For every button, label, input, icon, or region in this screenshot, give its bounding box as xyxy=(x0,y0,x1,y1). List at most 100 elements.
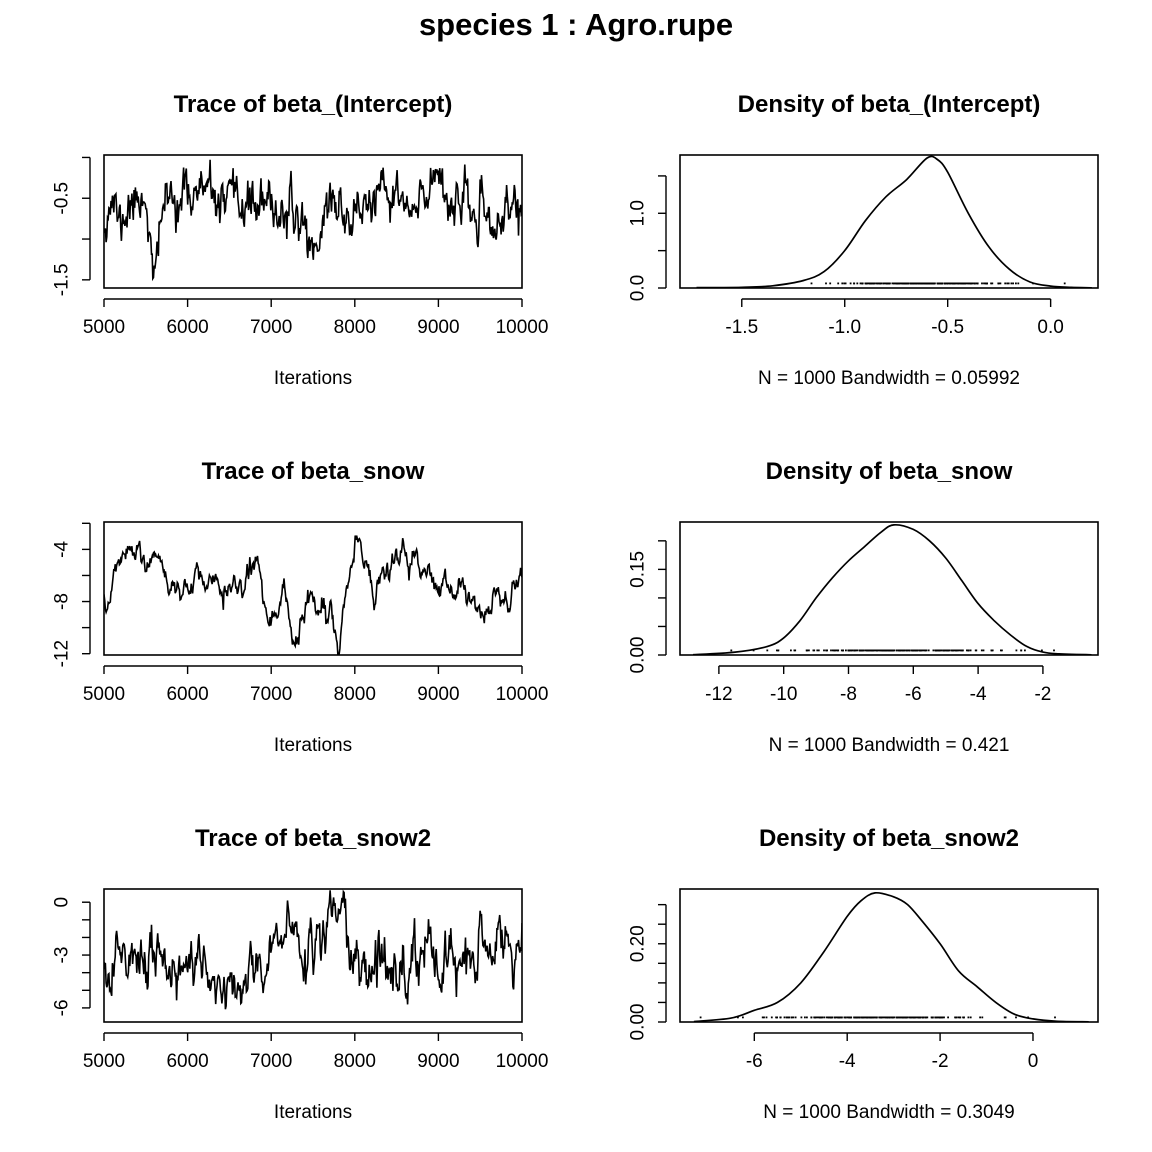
rug-mark xyxy=(899,282,902,285)
panel-trace-4: Trace of beta_snow2 5000 6000 7000 8000 9000 1… xyxy=(52,825,549,1123)
rug-mark xyxy=(861,282,864,285)
rug-mark xyxy=(875,282,878,285)
rug-mark xyxy=(893,282,895,285)
x-tick-label: 8000 xyxy=(334,684,376,705)
rug-mark xyxy=(839,1016,842,1019)
rug-mark xyxy=(917,282,920,285)
rug-mark xyxy=(908,649,911,652)
rug-mark xyxy=(892,649,895,652)
rug-mark xyxy=(879,1016,881,1019)
rug-mark xyxy=(830,649,832,652)
y-tick-label: -3 xyxy=(52,947,73,964)
rug-mark xyxy=(913,649,915,652)
rug-mark xyxy=(871,649,874,652)
rug-mark xyxy=(889,282,891,285)
rug-mark xyxy=(1063,282,1066,285)
rug-mark xyxy=(881,1016,884,1019)
rug-mark xyxy=(829,282,832,285)
rug-mark xyxy=(1054,1016,1056,1019)
rug-mark xyxy=(859,282,862,285)
rug-mark xyxy=(944,649,946,652)
rug-mark xyxy=(877,282,880,285)
panel-density-5: Density of beta_snow2 -6 -4 -2 0 0.00 0.20 N = … xyxy=(628,825,1099,1123)
rug-mark xyxy=(820,1016,822,1019)
rug-mark xyxy=(910,649,913,652)
rug-mark xyxy=(909,1016,912,1019)
rug-mark xyxy=(825,282,827,285)
rug-mark xyxy=(830,1016,833,1019)
rug-mark xyxy=(925,1016,928,1019)
x-tick-label: 6000 xyxy=(166,1051,208,1072)
rug-mark xyxy=(825,649,827,652)
rug-mark xyxy=(872,1016,875,1019)
rug-mark xyxy=(813,1016,816,1019)
rug-mark xyxy=(859,649,862,652)
rug-mark xyxy=(946,282,949,285)
rug-mark xyxy=(997,282,1000,285)
rug-mark xyxy=(816,1016,819,1019)
rug-mark xyxy=(890,649,892,652)
rug-mark xyxy=(853,1016,856,1019)
panel-density-3: Density of beta_snow -12 -10 -8 -6 -4 -2 0.00 0.… xyxy=(628,458,1099,756)
rug-mark xyxy=(840,1016,843,1019)
x-tick-label: 6000 xyxy=(166,317,208,338)
rug-mark xyxy=(699,1016,702,1019)
rug-mark xyxy=(783,1016,786,1019)
density-curve xyxy=(692,523,1092,655)
rug-mark xyxy=(730,649,733,652)
rug-mark xyxy=(916,1016,919,1019)
rug-mark xyxy=(948,282,951,285)
rug-mark xyxy=(893,1016,896,1019)
rug-mark xyxy=(790,1016,793,1019)
rug-mark xyxy=(923,649,926,652)
x-tick-label: -2 xyxy=(932,1051,949,1072)
rug-mark xyxy=(928,282,930,285)
rug-mark xyxy=(970,282,973,285)
rug-mark xyxy=(794,1016,797,1019)
x-tick-label: -4 xyxy=(839,1051,856,1072)
x-tick-label: 5000 xyxy=(83,1051,125,1072)
plot-frame xyxy=(679,154,1099,289)
rug-mark xyxy=(927,649,930,652)
density-rug xyxy=(810,282,1066,285)
rug-mark xyxy=(920,282,922,285)
panels: Trace of beta_(Intercept) 5000 6000 7000 800… xyxy=(52,91,1099,1123)
rug-mark xyxy=(1015,282,1017,285)
rug-mark xyxy=(833,1016,836,1019)
rug-mark xyxy=(917,1016,920,1019)
rug-mark xyxy=(939,282,941,285)
x-tick-label: -0.5 xyxy=(931,317,964,338)
rug-mark xyxy=(886,649,889,652)
rug-mark xyxy=(986,282,988,285)
rug-mark xyxy=(882,1016,885,1019)
rug-mark xyxy=(957,282,959,285)
x-tick-label: 10000 xyxy=(496,317,549,338)
rug-mark xyxy=(871,1016,874,1019)
rug-mark xyxy=(825,1016,828,1019)
rug-mark xyxy=(940,649,943,652)
rug-mark xyxy=(908,1016,910,1019)
rug-mark xyxy=(814,1016,817,1019)
y-tick-label: 0.0 xyxy=(628,275,649,301)
panel-title: Trace of beta_snow2 xyxy=(195,825,431,852)
rug-mark xyxy=(853,282,856,285)
rug-mark xyxy=(967,1016,970,1019)
rug-mark xyxy=(844,1016,847,1019)
rug-mark xyxy=(1017,282,1020,285)
rug-mark xyxy=(969,649,972,652)
rug-mark xyxy=(931,1016,934,1019)
rug-mark xyxy=(1015,1016,1017,1019)
rug-mark xyxy=(982,649,985,652)
x-axis-label: N = 1000 Bandwidth = 0.3049 xyxy=(763,1102,1014,1123)
rug-mark xyxy=(902,1016,904,1019)
rug-mark xyxy=(991,649,994,652)
rug-mark xyxy=(875,1016,877,1019)
rug-mark xyxy=(924,649,927,652)
rug-mark xyxy=(938,1016,941,1019)
x-tick-label: 10000 xyxy=(496,1051,549,1072)
rug-mark xyxy=(893,649,896,652)
rug-mark xyxy=(1006,282,1009,285)
rug-mark xyxy=(976,282,979,285)
rug-mark xyxy=(911,649,914,652)
